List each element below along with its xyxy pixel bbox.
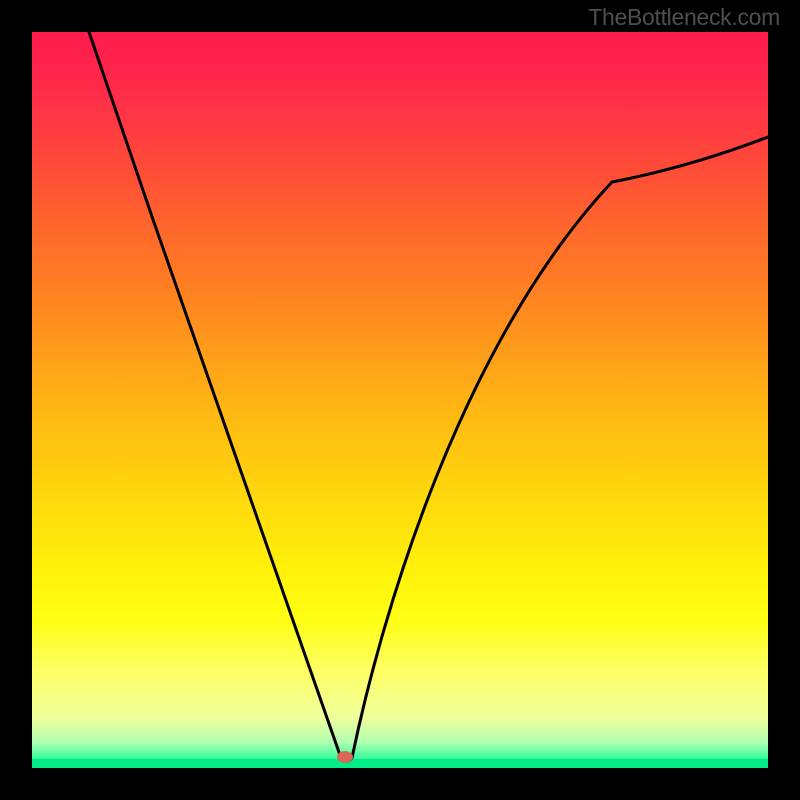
bottleneck-curve <box>32 32 768 768</box>
frame-right <box>768 0 800 800</box>
frame-bottom <box>0 768 800 800</box>
watermark-text: TheBottleneck.com <box>588 4 780 31</box>
chart-container: TheBottleneck.com <box>0 0 800 800</box>
frame-left <box>0 0 32 800</box>
minimum-marker <box>337 751 353 763</box>
